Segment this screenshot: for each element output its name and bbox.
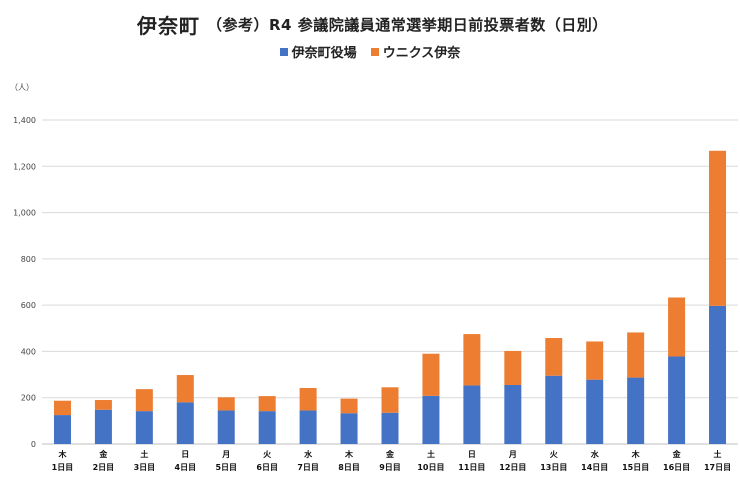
chart-title: 伊奈町 （参考）R4 参議院議員通常選挙期日前投票者数（日別）: [0, 10, 740, 38]
bar-unix: [709, 150, 727, 306]
x-tick-day: 1日目: [52, 463, 74, 472]
x-tick-weekday: 木: [631, 449, 641, 459]
bar-unix: [94, 400, 112, 410]
bar-town-hall: [627, 377, 645, 444]
x-tick-weekday: 金: [98, 449, 108, 459]
x-tick-weekday: 月: [508, 450, 517, 459]
bar-town-hall: [545, 375, 563, 444]
x-tick-day: 4日目: [175, 463, 197, 472]
bar-town-hall: [463, 385, 481, 444]
bar-town-hall: [53, 415, 71, 444]
bar-unix: [299, 387, 317, 411]
x-tick-day: 5日目: [215, 463, 237, 472]
x-tick-weekday: 水: [590, 449, 600, 459]
x-tick-weekday: 火: [550, 450, 559, 459]
x-tick-weekday: 土: [140, 449, 148, 459]
x-tick-day: 9日目: [379, 463, 401, 472]
x-tick-day: 13日目: [540, 463, 567, 472]
x-tick-day: 8日目: [338, 463, 360, 472]
y-tick-label: 1,200: [13, 162, 36, 171]
x-tick-weekday: 木: [57, 449, 67, 459]
bar-town-hall: [668, 356, 686, 444]
bar-town-hall: [217, 410, 235, 444]
legend-label-unix: ウニクス伊奈: [382, 46, 461, 61]
bar-unix: [53, 400, 71, 416]
bar-unix: [176, 375, 194, 403]
bar-town-hall: [381, 412, 399, 444]
bar-town-hall: [94, 409, 112, 444]
y-tick-label: 200: [21, 394, 36, 403]
x-tick-weekday: 日: [468, 450, 476, 459]
x-tick-weekday: 火: [263, 450, 272, 459]
x-tick-day: 6日目: [256, 463, 278, 472]
bar-unix: [545, 338, 563, 376]
legend-item-town-hall: 伊奈町役場: [279, 42, 357, 61]
x-tick-day: 3日目: [134, 463, 156, 472]
x-tick-weekday: 土: [427, 449, 435, 459]
bar-unix: [381, 387, 399, 413]
x-tick-weekday: 日: [181, 450, 189, 459]
x-tick-weekday: 土: [714, 449, 722, 459]
legend-swatch-town-hall: [279, 47, 288, 56]
x-tick-weekday: 金: [672, 449, 682, 459]
y-tick-label: 400: [21, 347, 36, 356]
bar-town-hall: [586, 379, 604, 444]
y-tick-label: 600: [21, 301, 36, 310]
bar-town-hall: [340, 413, 358, 444]
bar-town-hall: [176, 402, 194, 444]
x-tick-day: 17日目: [704, 463, 731, 472]
bar-town-hall: [299, 410, 317, 444]
x-tick-day: 10日目: [417, 463, 444, 472]
bar-town-hall: [709, 305, 727, 444]
chart-title-main: 伊奈町: [137, 14, 200, 38]
bar-unix: [422, 353, 440, 396]
y-tick-label: 800: [21, 255, 36, 264]
bar-unix: [463, 334, 481, 386]
bar-unix: [504, 350, 522, 385]
x-tick-day: 7日目: [297, 463, 319, 472]
y-axis-unit-label: （人）: [10, 83, 34, 92]
legend: 伊奈町役場 ウニクス伊奈: [0, 42, 740, 61]
x-tick-day: 2日目: [93, 463, 115, 472]
bar-town-hall: [422, 395, 440, 444]
legend-label-town-hall: 伊奈町役場: [291, 46, 357, 61]
bar-unix: [340, 398, 358, 414]
bar-unix: [586, 341, 604, 380]
x-tick-day: 16日目: [663, 463, 690, 472]
legend-item-unix: ウニクス伊奈: [370, 42, 461, 61]
bar-town-hall: [135, 411, 153, 444]
x-tick-weekday: 金: [385, 449, 395, 459]
y-tick-label: 0: [31, 440, 36, 449]
bar-town-hall: [258, 411, 276, 444]
bar-unix: [217, 397, 235, 411]
bar-unix: [668, 297, 686, 357]
x-tick-day: 15日目: [622, 463, 649, 472]
legend-swatch-unix: [370, 47, 379, 56]
bar-unix: [258, 396, 276, 412]
x-tick-weekday: 木: [344, 449, 354, 459]
x-tick-day: 11日目: [458, 463, 485, 472]
x-tick-weekday: 水: [303, 449, 313, 459]
y-tick-label: 1,000: [13, 209, 36, 218]
bar-unix: [627, 332, 645, 378]
x-tick-day: 12日目: [499, 463, 526, 472]
bar-town-hall: [504, 384, 522, 444]
bar-unix: [135, 389, 153, 412]
x-tick-weekday: 月: [221, 450, 230, 459]
chart-title-sub: （参考）R4 参議院議員通常選挙期日前投票者数（日別）: [207, 16, 608, 34]
y-tick-label: 1,400: [13, 116, 36, 125]
x-tick-day: 14日目: [581, 463, 608, 472]
